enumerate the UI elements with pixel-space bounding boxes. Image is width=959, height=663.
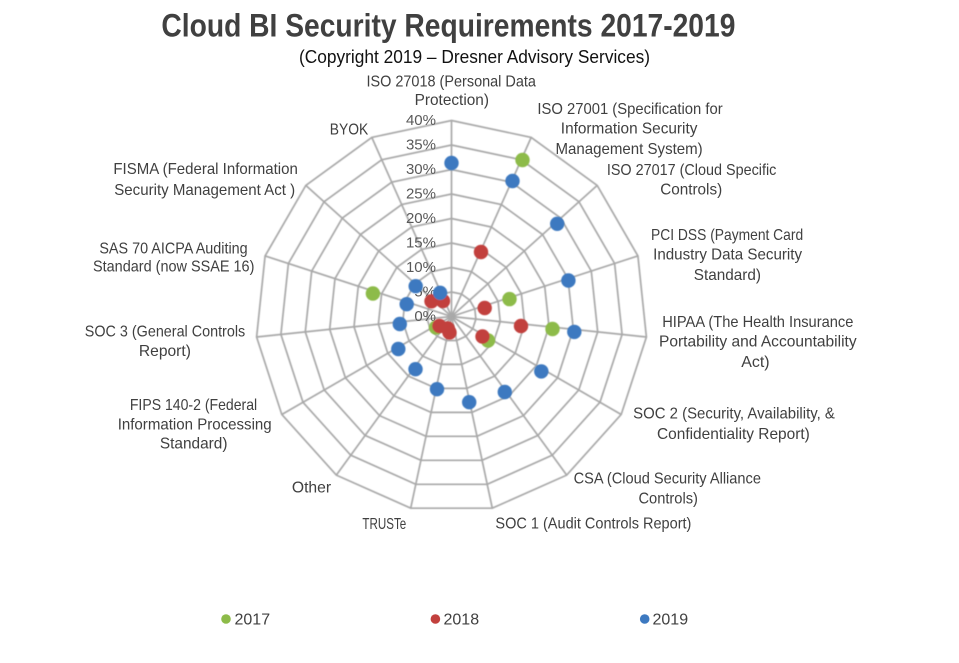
svg-text:FIPS 140-2 (Federal: FIPS 140-2 (Federal <box>130 397 257 414</box>
svg-text:CSA (Cloud Security Alliance: CSA (Cloud Security Alliance <box>574 471 761 488</box>
svg-text:Controls): Controls) <box>638 491 698 508</box>
svg-text:25%: 25% <box>406 186 436 203</box>
svg-text:Confidentiality Report): Confidentiality Report) <box>657 426 810 443</box>
svg-text:Standard): Standard) <box>694 267 761 284</box>
svg-text:SOC 2 (Security, Availability,: SOC 2 (Security, Availability, & <box>633 406 835 423</box>
svg-text:Information Security: Information Security <box>561 121 698 138</box>
svg-text:Other: Other <box>292 479 332 496</box>
svg-text:20%: 20% <box>406 210 436 227</box>
svg-text:35%: 35% <box>406 137 436 154</box>
svg-text:ISO 27017 (Cloud Specific: ISO 27017 (Cloud Specific <box>607 162 777 179</box>
svg-text:ISO 27001 (Specification for: ISO 27001 (Specification for <box>537 101 723 118</box>
svg-text:Act): Act) <box>741 354 769 371</box>
svg-text:2017: 2017 <box>235 612 271 629</box>
svg-text:PCI DSS (Payment Card: PCI DSS (Payment Card <box>651 227 803 244</box>
svg-text:10%: 10% <box>406 259 436 276</box>
svg-text:(Copyright 2019 – Dresner Advi: (Copyright 2019 – Dresner Advisory Servi… <box>299 47 650 67</box>
svg-text:Industry Data Security: Industry Data Security <box>653 247 802 264</box>
svg-text:Cloud BI Security Requirements: Cloud BI Security Requirements 2017-2019 <box>161 8 735 44</box>
svg-text:0%: 0% <box>414 308 436 325</box>
svg-text:40%: 40% <box>406 112 436 129</box>
svg-text:ISO 27018 (Personal Data: ISO 27018 (Personal Data <box>366 73 536 90</box>
svg-text:2019: 2019 <box>653 612 689 629</box>
svg-text:Information Processing: Information Processing <box>118 416 272 433</box>
svg-text:HIPAA (The Health Insurance: HIPAA (The Health Insurance <box>662 314 853 331</box>
svg-text:SAS 70 AICPA Auditing: SAS 70 AICPA Auditing <box>99 240 247 257</box>
svg-text:TRUSTe: TRUSTe <box>362 516 406 533</box>
svg-text:SOC 3 (General Controls: SOC 3 (General Controls <box>85 323 245 340</box>
svg-text:FISMA (Federal Information: FISMA (Federal Information <box>113 161 297 178</box>
svg-text:Standard (now SSAE 16): Standard (now SSAE 16) <box>93 258 254 275</box>
svg-text:Security Management Act ): Security Management Act ) <box>114 182 295 199</box>
svg-text:15%: 15% <box>406 235 436 252</box>
svg-text:Management System): Management System) <box>556 141 703 158</box>
svg-text:30%: 30% <box>406 161 436 178</box>
svg-text:BYOK: BYOK <box>330 121 369 138</box>
svg-text:Report): Report) <box>139 343 191 360</box>
svg-text:2018: 2018 <box>444 612 480 629</box>
svg-text:Controls): Controls) <box>660 182 722 199</box>
svg-text:SOC 1 (Audit Controls Report): SOC 1 (Audit Controls Report) <box>495 515 691 532</box>
svg-text:Protection): Protection) <box>415 92 489 109</box>
svg-text:Portability and Accountability: Portability and Accountability <box>659 333 857 350</box>
svg-text:Standard): Standard) <box>160 435 228 452</box>
